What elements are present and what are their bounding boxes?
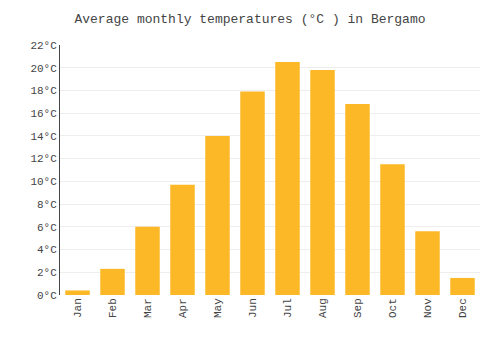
svg-text:Dec: Dec (457, 298, 469, 318)
svg-text:Apr: Apr (177, 298, 189, 318)
svg-text:Average monthly temperatures (: Average monthly temperatures (°C ) in Be… (74, 12, 425, 27)
svg-text:20°C: 20°C (30, 63, 57, 75)
svg-text:10°C: 10°C (30, 176, 57, 188)
svg-text:14°C: 14°C (30, 131, 57, 143)
svg-text:Mar: Mar (142, 298, 154, 318)
svg-text:Oct: Oct (387, 298, 399, 318)
svg-text:6°C: 6°C (37, 222, 57, 234)
svg-text:18°C: 18°C (30, 85, 57, 97)
svg-text:May: May (212, 298, 224, 318)
svg-text:2°C: 2°C (37, 267, 57, 279)
svg-text:12°C: 12°C (30, 153, 57, 165)
svg-text:Jun: Jun (247, 298, 259, 318)
svg-text:Jan: Jan (72, 298, 84, 318)
svg-text:22°C: 22°C (30, 40, 57, 52)
svg-text:Feb: Feb (107, 298, 119, 318)
svg-text:4°C: 4°C (37, 244, 57, 256)
svg-text:0°C: 0°C (37, 290, 57, 302)
svg-text:16°C: 16°C (30, 108, 57, 120)
svg-text:Jul: Jul (282, 298, 294, 318)
svg-text:Nov: Nov (422, 298, 434, 318)
svg-text:Aug: Aug (317, 298, 329, 318)
svg-text:Sep: Sep (352, 298, 364, 318)
svg-text:8°C: 8°C (37, 199, 57, 211)
